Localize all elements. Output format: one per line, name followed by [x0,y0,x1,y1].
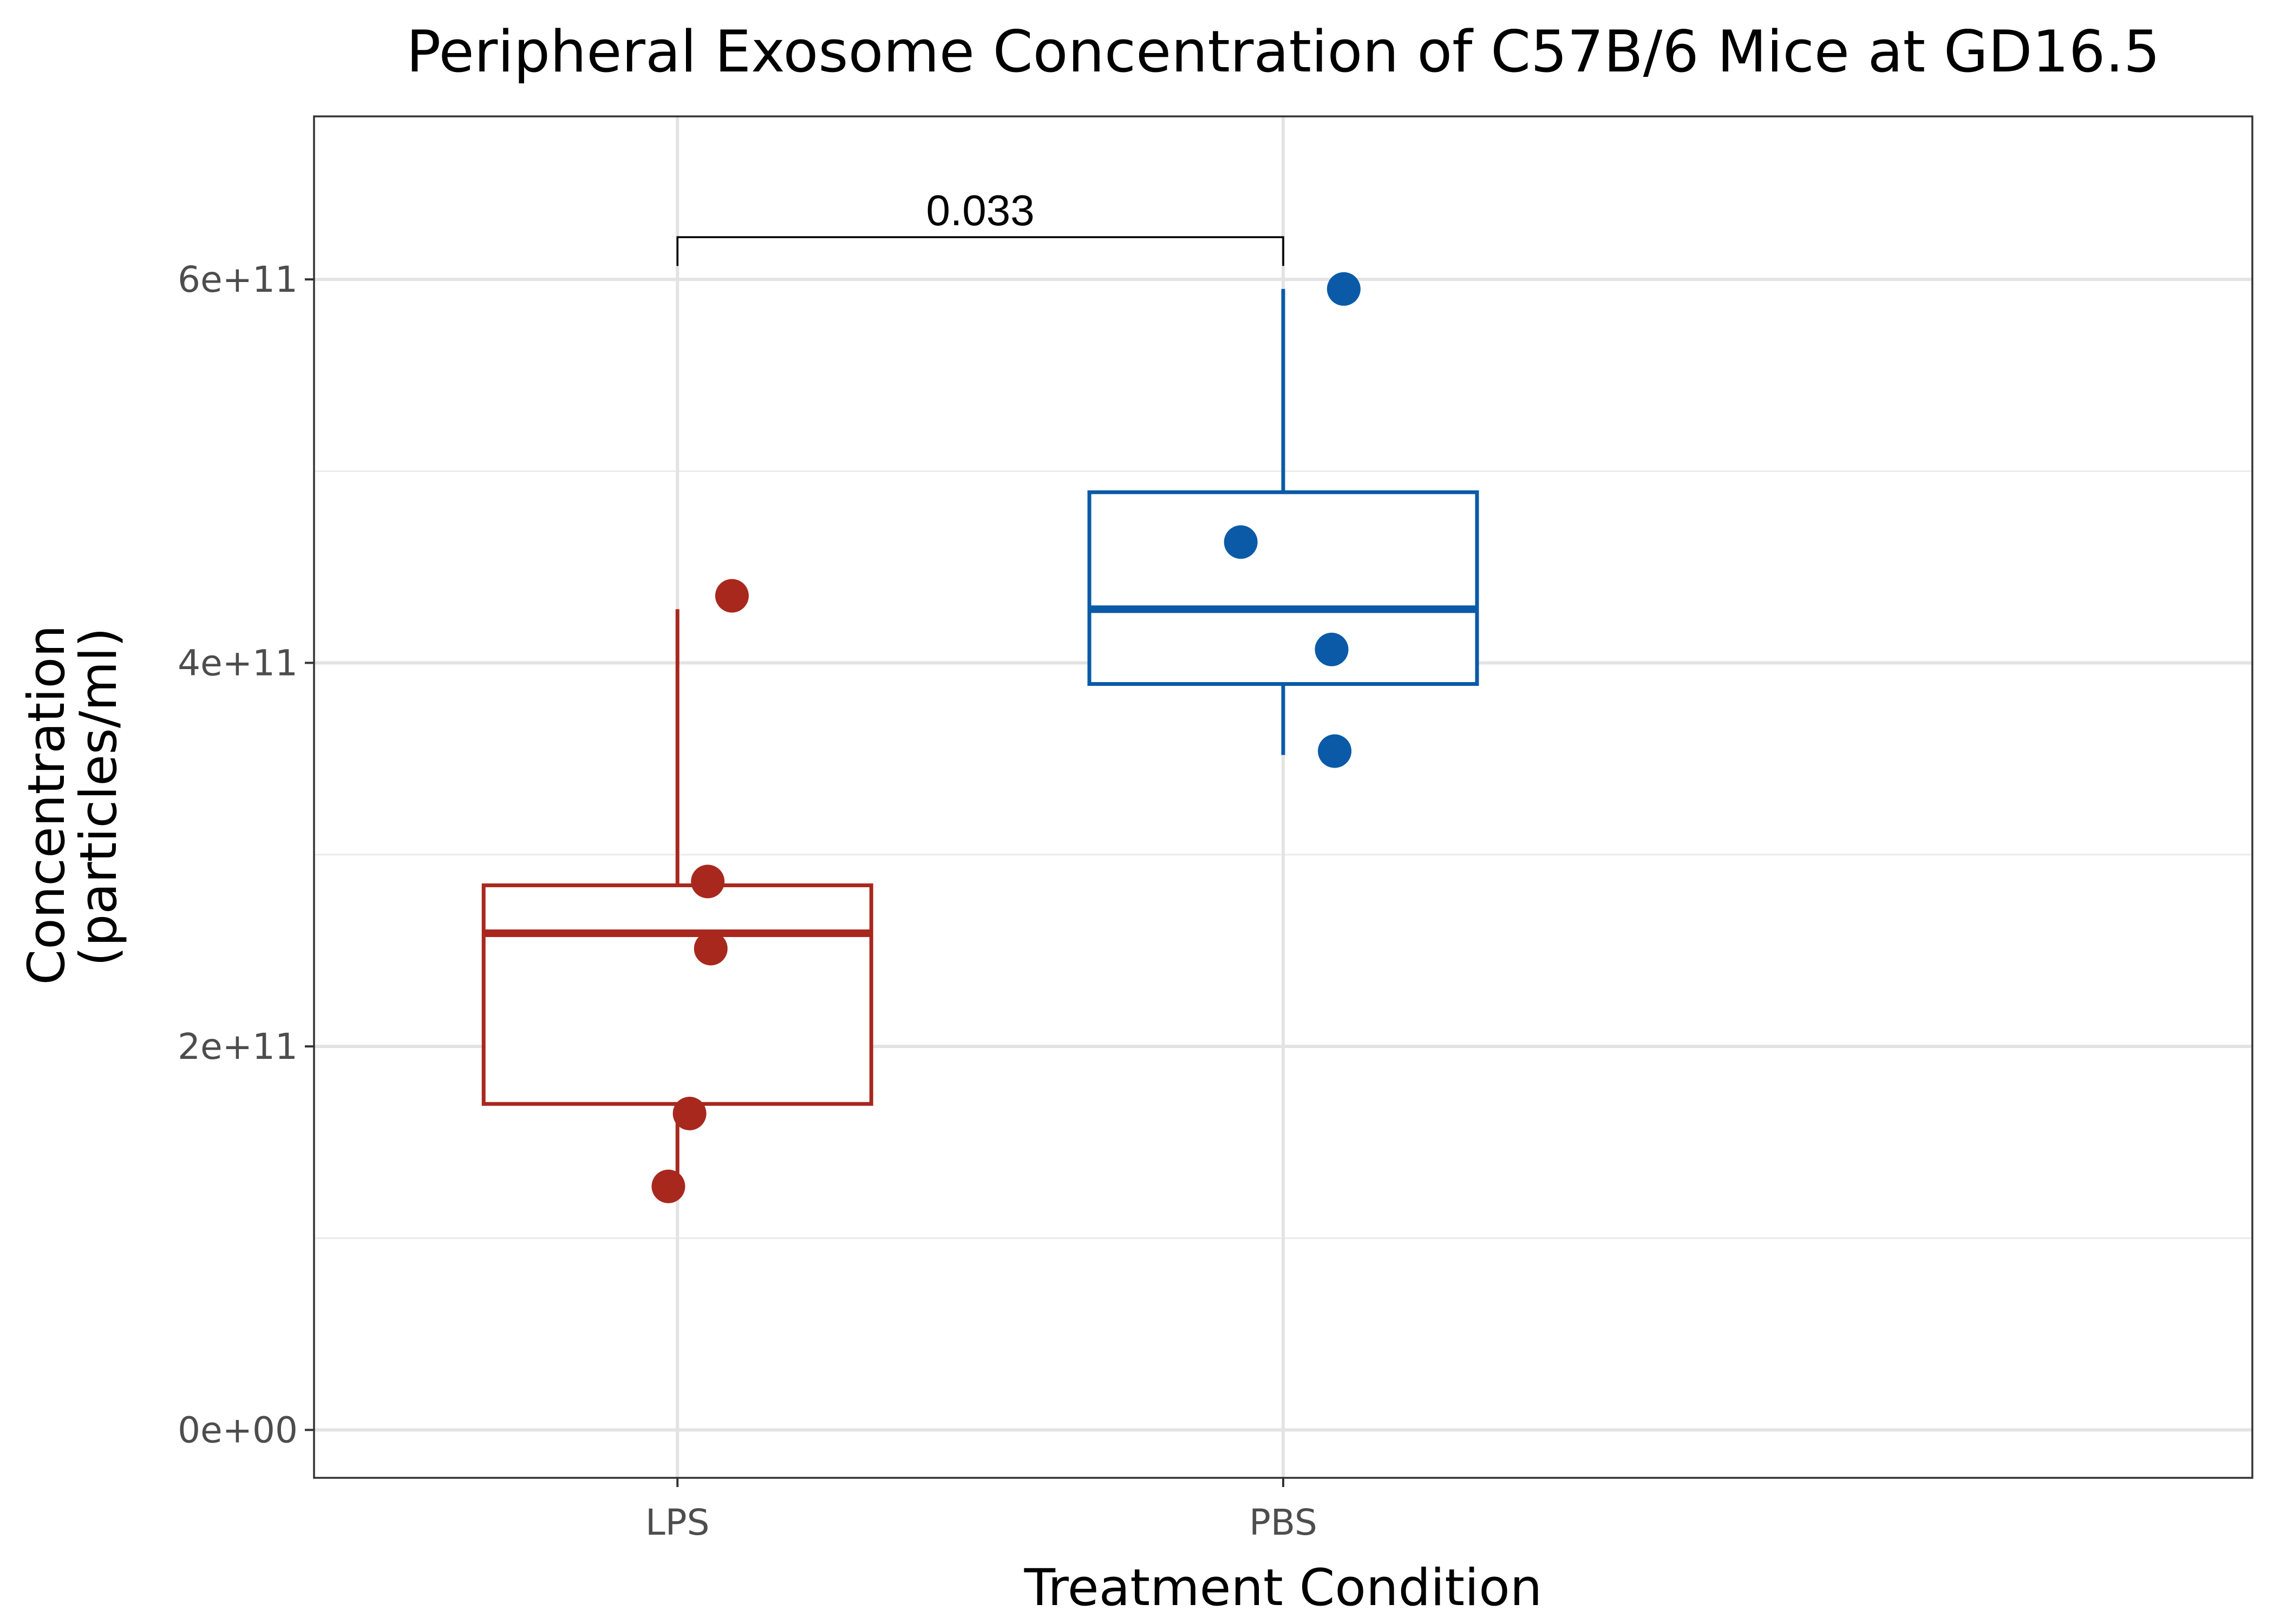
significance-label: 0.033 [926,186,1035,234]
data-point [1318,734,1352,768]
y-tick-label: 6e+11 [178,259,298,300]
data-point [691,865,725,899]
box-pbs [1087,289,1479,755]
data-point [1224,525,1258,559]
significance-annotation: 0.033 [676,186,1284,266]
y-axis-title-line-2: (particles/ml) [69,627,128,966]
box-series [481,289,1479,1187]
data-point [694,932,728,966]
y-axis-title-line-1: Concentration [17,625,76,985]
data-point [651,1169,685,1203]
box-lps [481,609,873,1187]
chart-title: Peripheral Exosome Concentration of C57B… [406,18,2160,85]
data-point [1327,272,1361,306]
x-axis-title: Treatment Condition [1024,1558,1543,1618]
x-tick-label: PBS [1249,1502,1317,1543]
y-tick-label: 2e+11 [178,1026,298,1068]
x-axis: LPS PBS [645,1478,1317,1543]
y-tick-label: 0e+00 [178,1409,298,1451]
plot-panel: 0.033 [313,115,2253,1479]
box-iqr [1087,490,1479,686]
y-axis-title: Concentration (particles/ml) [17,609,128,985]
data-points [651,272,1361,1203]
significance-bracket [676,236,1284,266]
data-point [672,1096,707,1130]
data-point [1315,632,1349,666]
box-iqr [481,883,873,1106]
y-axis: 0e+00 2e+11 4e+11 6e+11 [178,259,314,1451]
data-point [715,579,749,613]
y-tick-label: 4e+11 [178,643,298,684]
x-tick-label: LPS [645,1502,709,1543]
